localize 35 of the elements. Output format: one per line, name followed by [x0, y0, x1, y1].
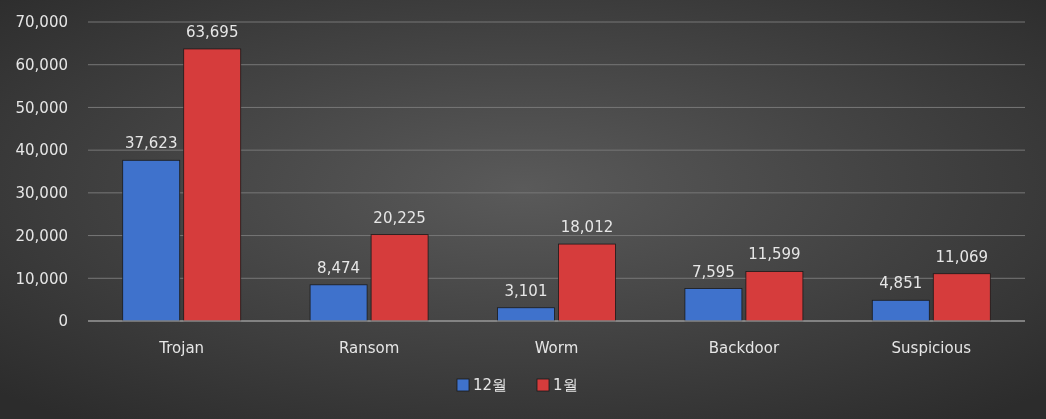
y-tick-label: 0	[58, 312, 68, 331]
legend-label: 12월	[473, 376, 508, 395]
y-tick-label: 40,000	[15, 141, 68, 160]
data-label: 20,225	[373, 208, 426, 227]
bar	[370, 234, 429, 322]
data-label: 7,595	[691, 262, 735, 281]
x-tick-label: Backdoor	[708, 339, 780, 357]
y-tick-label: 60,000	[15, 55, 68, 74]
y-tick-label: 50,000	[15, 98, 68, 117]
data-label: 18,012	[560, 218, 614, 237]
x-tick-label: Ransom	[338, 339, 400, 357]
data-label: 63,695	[185, 22, 239, 41]
bar	[497, 307, 555, 322]
bar	[871, 299, 930, 322]
bar	[558, 243, 616, 322]
data-label: 4,851	[879, 274, 923, 293]
bar	[745, 271, 804, 322]
data-label: 37,623	[124, 134, 178, 153]
x-tick-label: Suspicious	[891, 339, 972, 357]
bar	[684, 288, 743, 322]
legend-label: 1월	[553, 376, 578, 395]
y-tick-label: 70,000	[15, 13, 68, 32]
x-tick-label: Worm	[534, 339, 579, 357]
data-label: 3,101	[504, 281, 548, 300]
y-tick-label: 20,000	[15, 226, 68, 245]
bar	[309, 284, 368, 322]
bar	[183, 48, 242, 322]
data-label: 8,474	[317, 258, 361, 277]
bar	[932, 273, 991, 322]
x-tick-label: Trojan	[158, 339, 205, 357]
data-label: 11,599	[748, 245, 801, 264]
bar	[122, 159, 181, 322]
y-tick-label: 30,000	[15, 184, 68, 203]
data-label: 11,069	[935, 247, 989, 266]
y-tick-label: 10,000	[15, 269, 68, 288]
